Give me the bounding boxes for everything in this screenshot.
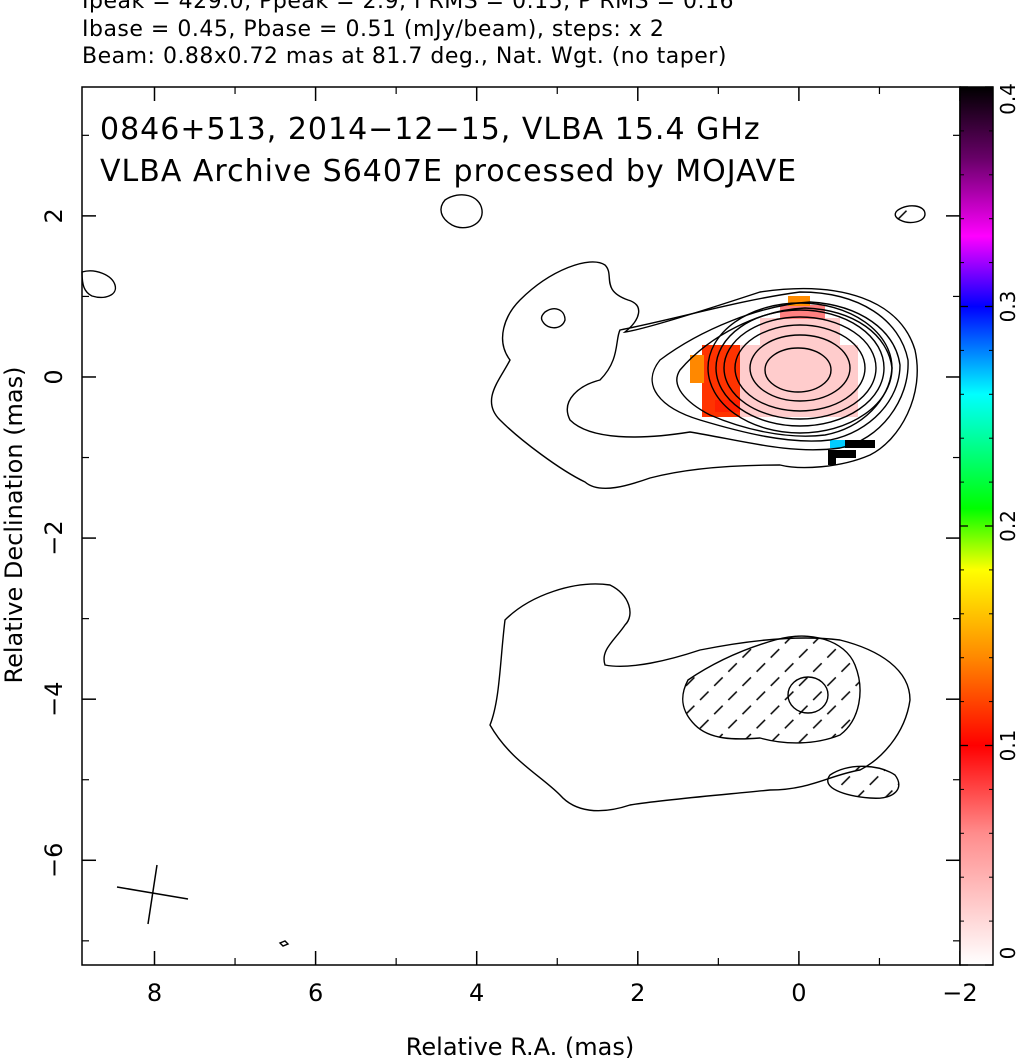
x-tick-label: 8 <box>147 979 162 1007</box>
colorbar-tick-label: 0 <box>996 947 1020 960</box>
colorbar-tick-label: 0.1 <box>996 730 1020 762</box>
x-tick-label: 0 <box>791 979 806 1007</box>
x-axis-label: Relative R.A. (mas) <box>405 1033 635 1061</box>
hatched-polarization <box>682 205 925 799</box>
colorbar-tick-label: 0.2 <box>996 510 1020 542</box>
x-tick-label: 6 <box>308 979 323 1007</box>
plot-title: 0846+513, 2014−12−15, VLBA 15.4 GHz <box>100 112 761 147</box>
y-tick-label: 2 <box>40 208 68 223</box>
plot-frame <box>81 86 961 966</box>
x-axis: 8 6 4 2 0 −2 <box>147 87 978 1007</box>
beam-marker <box>116 864 189 925</box>
colorbar-tick-label: 0.3 <box>996 291 1020 323</box>
header-beam-line: Beam: 0.88x0.72 mas at 81.7 deg., Nat. W… <box>82 44 727 69</box>
header-stats-line: Ipeak = 429.0, Ppeak = 2.9, I RMS = 0.15… <box>82 0 734 14</box>
y-tick-label: −6 <box>40 843 68 878</box>
x-tick-label: 4 <box>469 979 484 1007</box>
y-axis-label: Relative Declination (mas) <box>0 366 28 684</box>
y-tick-label: 0 <box>40 369 68 384</box>
plot-subtitle: VLBA Archive S6407E processed by MOJAVE <box>100 154 798 189</box>
x-tick-label: 2 <box>630 979 645 1007</box>
y-tick-label: −4 <box>40 681 68 716</box>
polarization-image <box>690 296 875 465</box>
header-base-line: Ibase = 0.45, Pbase = 0.51 (mJy/beam), s… <box>82 17 665 42</box>
colorbar-tick-label: 0.4 <box>996 83 1020 115</box>
y-tick-label: −2 <box>40 520 68 555</box>
y-axis: 2 0 −2 −4 −6 <box>40 134 960 942</box>
colorbar-axis: 0 0.1 0.2 0.3 0.4 <box>960 83 1020 966</box>
x-tick-label: −2 <box>942 979 977 1007</box>
